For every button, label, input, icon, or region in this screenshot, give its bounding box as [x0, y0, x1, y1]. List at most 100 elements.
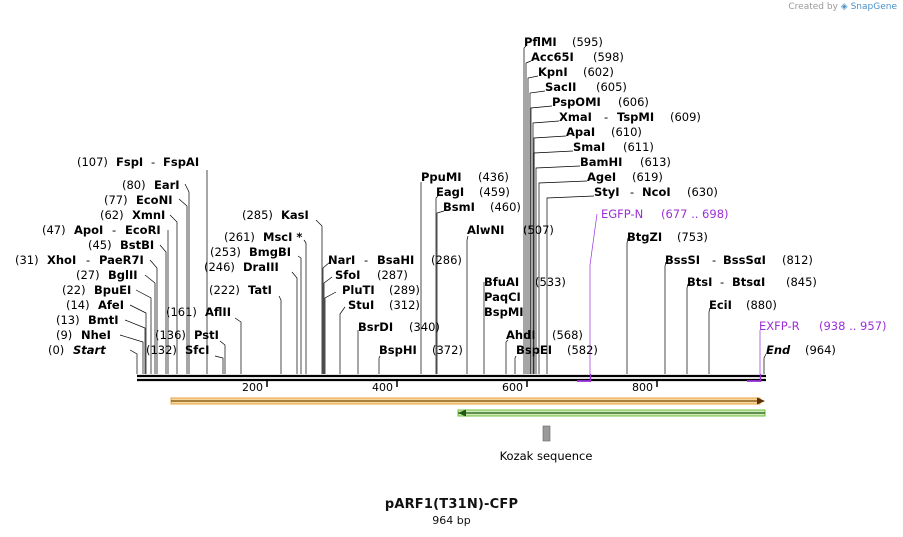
site-eagi[interactable]: EagI — [436, 185, 464, 199]
site-pspomi[interactable]: PspOMI — [552, 95, 601, 109]
site-bamhi[interactable]: BamHI — [580, 155, 622, 169]
site-btsi[interactable]: BtsI — [687, 275, 712, 289]
site-ahdi[interactable]: AhdI — [506, 328, 536, 342]
site-apoi-dash: - — [112, 223, 116, 237]
site-bsahi[interactable]: BsaHI — [377, 253, 414, 267]
site-sfoi[interactable]: SfoI — [335, 268, 360, 282]
site-apai[interactable]: ApaI — [566, 125, 595, 139]
site-acc65i[interactable]: Acc65I — [531, 50, 574, 64]
primer-exfp-r-name: EXFP-R — [759, 319, 800, 333]
site-tspmi[interactable]: TspMI — [617, 110, 654, 124]
site-ppumi[interactable]: PpuMI — [421, 170, 462, 184]
site-smai[interactable]: SmaI — [573, 140, 605, 154]
kozak-feature[interactable] — [542, 425, 551, 442]
site-sacii[interactable]: SacII — [545, 80, 576, 94]
site-bsmi[interactable]: BsmI — [443, 200, 475, 214]
site-btgzi[interactable]: BtgZI — [627, 230, 662, 244]
site-paer7i[interactable]: PaeR7I — [99, 253, 144, 267]
site-fspi[interactable]: FspI — [116, 155, 143, 169]
site-bpuei[interactable]: BpuEI — [94, 283, 131, 297]
site-bsssi[interactable]: BssSI — [665, 253, 700, 267]
credit-prefix: Created by — [788, 2, 838, 12]
site-sfci-pos: (132) — [146, 343, 177, 357]
site-tati-pos: (222) — [209, 283, 240, 297]
site-styi[interactable]: StyI — [594, 185, 620, 199]
tick-800: 800 — [632, 381, 653, 394]
site-bstbi[interactable]: BstBI — [120, 238, 154, 252]
site-start[interactable]: Start — [73, 343, 106, 357]
site-pluti[interactable]: PluTI — [342, 283, 375, 297]
site-psti[interactable]: PstI — [194, 328, 219, 342]
site-stui[interactable]: StuI — [348, 298, 374, 312]
site-fspi-dash: - — [151, 155, 155, 169]
site-bsphi-pos: (372) — [432, 343, 463, 357]
site-bspei[interactable]: BspEI — [516, 343, 552, 357]
feature-orange-arrow[interactable] — [170, 397, 765, 405]
site-ecori[interactable]: EcoRI — [125, 223, 161, 237]
site-xhoi[interactable]: XhoI — [47, 253, 76, 267]
site-bmgbi-pos: (253) — [210, 245, 241, 259]
site-eari[interactable]: EarI — [154, 178, 180, 192]
primer-exfp-r[interactable]: EXFP-R (938 .. 957) — [747, 319, 887, 382]
site-btsi-pos: (845) — [786, 275, 817, 289]
feature-green-arrow[interactable] — [457, 409, 766, 417]
site-apoi[interactable]: ApoI — [74, 223, 103, 237]
site-bsssi-dash: - — [712, 253, 716, 267]
site-xmai-pos: (609) — [670, 110, 701, 124]
site-bsphi[interactable]: BspHI — [379, 343, 417, 357]
site-nari[interactable]: NarI — [328, 253, 355, 267]
site-ahdi-pos: (568) — [552, 328, 583, 342]
site-alwni[interactable]: AlwNI — [467, 223, 504, 237]
site-nhei[interactable]: NheI — [81, 328, 111, 342]
site-paqci[interactable]: PaqCI — [484, 290, 521, 304]
site-ncoi[interactable]: NcoI — [642, 185, 671, 199]
site-labels-right: NarI - BsaHI (286) SfoI (287) PluTI (289… — [328, 35, 836, 357]
site-bsssai[interactable]: BssSαI — [723, 253, 766, 267]
site-afei[interactable]: AfeI — [98, 298, 124, 312]
site-bamhi-pos: (613) — [640, 155, 671, 169]
site-kasi[interactable]: KasI — [281, 208, 309, 222]
site-sfci[interactable]: SfcI — [185, 343, 209, 357]
site-agei[interactable]: AgeI — [587, 170, 616, 184]
site-tati[interactable]: TatI — [248, 283, 272, 297]
site-psti-pos: (136) — [155, 328, 186, 342]
site-bglii[interactable]: BglII — [108, 268, 138, 282]
site-alwni-pos: (507) — [523, 223, 554, 237]
site-bsssi-pos: (812) — [782, 253, 813, 267]
site-msci[interactable]: MscI * — [263, 230, 302, 244]
site-styi-pos: (630) — [687, 185, 718, 199]
site-btsai[interactable]: BtsαI — [732, 275, 765, 289]
site-bspmi[interactable]: BspMI — [484, 305, 524, 319]
site-bsrdi[interactable]: BsrDI — [358, 320, 393, 334]
site-xmni[interactable]: XmnI — [132, 208, 165, 222]
site-bspei-pos: (582) — [567, 343, 598, 357]
site-kpni[interactable]: KpnI — [538, 65, 568, 79]
site-ecii[interactable]: EciI — [709, 298, 732, 312]
tick-400: 400 — [372, 381, 393, 394]
site-bfuai[interactable]: BfuAI — [484, 275, 519, 289]
site-xmai[interactable]: XmaI — [559, 110, 592, 124]
site-kasi-pos: (285) — [242, 208, 273, 222]
site-bmgbi[interactable]: BmgBI — [249, 245, 291, 259]
kozak-label: Kozak sequence — [500, 449, 593, 463]
map-title: pARF1(T31N)-CFP — [384, 497, 519, 512]
map-length: 964 bp — [432, 514, 471, 527]
site-fspi-pos: (107) — [77, 155, 108, 169]
site-econi-pos: (77) — [104, 193, 128, 207]
site-draiii[interactable]: DraIII — [243, 260, 279, 274]
primer-egfp-n[interactable]: EGFP-N (677 .. 698) — [577, 207, 729, 382]
snapgene-logo-icon: ◈ — [840, 2, 848, 12]
site-end-pos: (964) — [805, 343, 836, 357]
site-nhei-pos: (9) — [56, 328, 72, 342]
site-econi[interactable]: EcoNI — [136, 193, 172, 207]
site-aflii-pos: (161) — [166, 305, 197, 319]
site-aflii[interactable]: AflII — [205, 305, 231, 319]
site-pflmi[interactable]: PflMI — [524, 35, 557, 49]
site-bmti[interactable]: BmtI — [88, 313, 119, 327]
site-fspai[interactable]: FspAI — [163, 155, 199, 169]
site-bfuai-pos: (533) — [535, 275, 566, 289]
site-xmni-pos: (62) — [100, 208, 124, 222]
site-end[interactable]: End — [766, 343, 791, 357]
credit-brand: SnapGene — [850, 2, 897, 12]
site-apai-pos: (610) — [611, 125, 642, 139]
